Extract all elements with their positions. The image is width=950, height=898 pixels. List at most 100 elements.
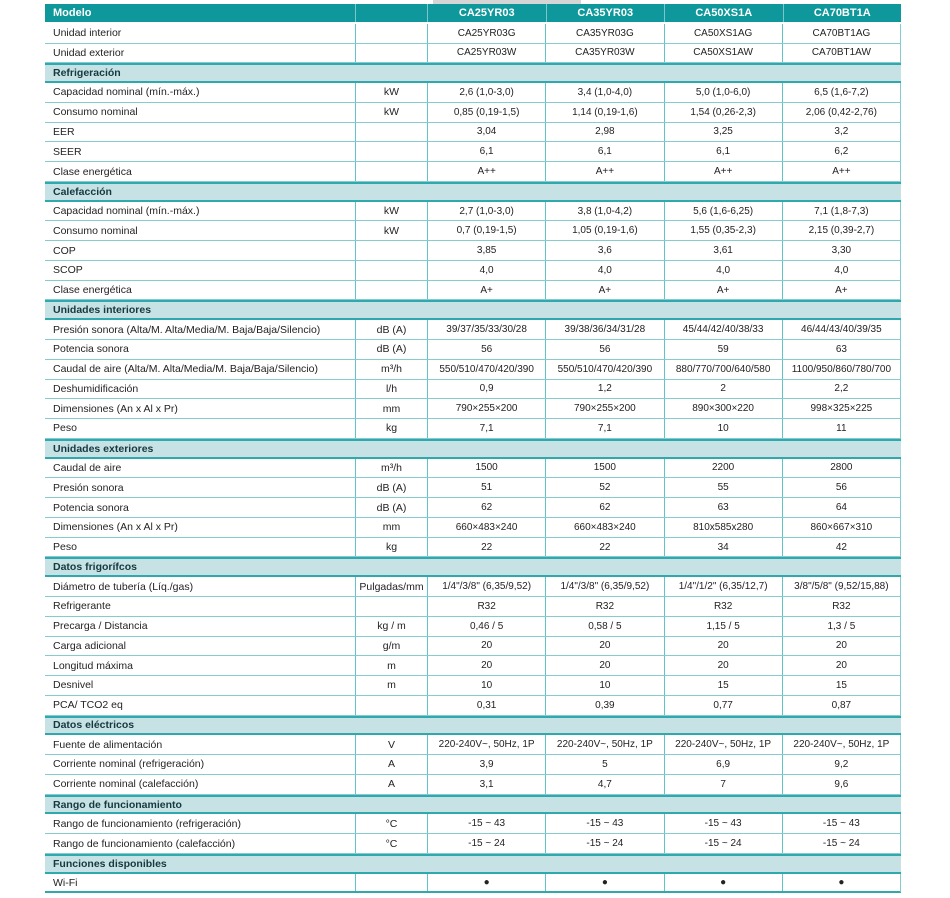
row-value: A+: [663, 280, 782, 300]
row-value: 4,0: [427, 260, 545, 280]
row-unit: [355, 142, 427, 162]
table-row: Peso kg 7,1 7,1 10 11: [45, 419, 901, 439]
row-unit: [355, 260, 427, 280]
row-unit: [355, 43, 427, 63]
row-value: -15 ~ 24: [663, 834, 782, 853]
section-label: Datos frigorífcos: [53, 561, 138, 574]
row-value: 63: [781, 340, 900, 359]
row-value: 34: [663, 537, 782, 557]
row-value: 2200: [663, 458, 782, 478]
row-value: 0,46 / 5: [427, 616, 545, 636]
table-row: SCOP 4,0 4,0 4,0 4,0: [45, 260, 901, 281]
row-value: 22: [545, 537, 663, 557]
row-value: 20: [663, 656, 782, 676]
row-label: Clase energética: [53, 284, 132, 297]
row-label: COP: [53, 244, 76, 257]
row-label: Presión sonora (Alta/M. Alta/Media/M. Ba…: [53, 323, 321, 336]
row-value: -15 ~ 24: [545, 834, 663, 853]
row-value: 550/510/470/420/390: [545, 359, 663, 379]
row-label: Peso: [53, 422, 77, 435]
row-label: Consumo nominal: [53, 106, 138, 119]
row-value: A+: [427, 280, 545, 300]
row-value: 1,15 / 5: [663, 616, 782, 636]
row-value: 0,58 / 5: [545, 616, 663, 636]
row-value: 0,87: [781, 695, 900, 715]
row-value: 7,1: [545, 419, 663, 438]
table-row: Carga adicional g/m 20 20 20 20: [45, 636, 901, 657]
header-model-cell: CA35YR03: [545, 4, 665, 22]
row-unit: °C: [355, 834, 427, 853]
table-row: Corriente nominal (refrigeración) A 3,9 5 6,…: [45, 755, 901, 775]
row-value: 220-240V~, 50Hz, 1P: [427, 735, 545, 755]
row-value: 2,06 (0,42-2,76): [781, 102, 900, 122]
row-value: 1,3 / 5: [781, 616, 900, 636]
spec-table: Modelo CA25YR03 CA35YR03 CA50XS1A CA70BT1A …: [45, 4, 901, 894]
row-label: Longitud máxima: [53, 659, 133, 672]
row-unit: dB (A): [355, 478, 427, 498]
row-value: 64: [781, 498, 900, 517]
row-value: 6,5 (1,6-7,2): [781, 83, 900, 102]
row-value: 5: [545, 755, 663, 774]
row-label: Potencia sonora: [53, 501, 129, 514]
row-value: 20: [545, 636, 663, 656]
row-value: 0,39: [545, 695, 663, 715]
row-label: Capacidad nominal (mín.-máx.): [53, 86, 200, 99]
row-label: Peso: [53, 541, 77, 554]
row-label: Rango de funcionamiento (refrigeración): [53, 817, 241, 830]
row-unit: [355, 873, 427, 892]
table-row: Consumo nominal kW 0,7 (0,19-1,5) 1,05 (0,1…: [45, 221, 901, 242]
row-value: 0,31: [427, 695, 545, 715]
header-model-cell: CA70BT1A: [782, 4, 902, 22]
row-value: 10: [663, 419, 782, 438]
row-value: 6,9: [663, 755, 782, 774]
row-value: 55: [663, 478, 782, 498]
table-row: Presión sonora (Alta/M. Alta/Media/M. Ba…: [45, 320, 901, 341]
row-unit: A: [355, 774, 427, 794]
row-value: 56: [781, 478, 900, 498]
table-row: SEER 6,1 6,1 6,1 6,2: [45, 142, 901, 163]
row-label: Caudal de aire (Alta/M. Alta/Media/M. Ba…: [53, 363, 318, 376]
row-value: A+: [545, 280, 663, 300]
row-unit: V: [355, 735, 427, 755]
row-unit: [355, 280, 427, 300]
table-row: Desnivel m 10 10 15 15: [45, 676, 901, 696]
row-value: 22: [427, 537, 545, 557]
table-row: Wi-Fi ● ● ● ●: [45, 873, 901, 894]
row-value: 660×483×240: [427, 517, 545, 537]
row-value: 3,85: [427, 241, 545, 260]
row-value: CA35YR03W: [545, 43, 663, 63]
row-unit: kW: [355, 201, 427, 221]
row-label: Caudal de aire: [53, 461, 122, 474]
row-value: 62: [427, 498, 545, 517]
row-value: R32: [663, 596, 782, 616]
row-label: Dimensiones (An x Al x Pr): [53, 402, 178, 415]
row-value: 3,04: [427, 122, 545, 142]
row-label: Potencia sonora: [53, 343, 129, 356]
row-value: 4,0: [545, 260, 663, 280]
row-value: 3,2: [781, 122, 900, 142]
row-value: A++: [545, 162, 663, 181]
row-unit: mm: [355, 517, 427, 537]
row-label: Precarga / Distancia: [53, 620, 148, 633]
row-value: 660×483×240: [545, 517, 663, 537]
row-unit: m³/h: [355, 458, 427, 478]
table-header-row: Modelo CA25YR03 CA35YR03 CA50XS1A CA70BT1A: [45, 4, 901, 24]
row-unit: m³/h: [355, 359, 427, 379]
row-value: ●: [781, 873, 900, 892]
row-label: Unidad exterior: [53, 46, 125, 59]
row-unit: m: [355, 656, 427, 676]
row-value: CA35YR03G: [545, 23, 663, 43]
section-label: Datos eléctricos: [53, 719, 135, 732]
table-row: Consumo nominal kW 0,85 (0,19-1,5) 1,14 (0,…: [45, 102, 901, 123]
row-label: SEER: [53, 145, 82, 158]
row-label: Rango de funcionamiento (calefacción): [53, 837, 236, 850]
row-label: Fuente de alimentación: [53, 738, 163, 751]
table-row: EER 3,04 2,98 3,25 3,2: [45, 122, 901, 143]
header-modelo-label: Modelo: [53, 6, 92, 19]
row-value: 2,98: [545, 122, 663, 142]
row-value: ●: [663, 873, 782, 892]
row-value: 0,85 (0,19-1,5): [427, 102, 545, 122]
row-value: R32: [427, 596, 545, 616]
section-row: Datos eléctricos: [45, 715, 901, 736]
row-value: 46/44/43/40/39/35: [781, 320, 900, 340]
